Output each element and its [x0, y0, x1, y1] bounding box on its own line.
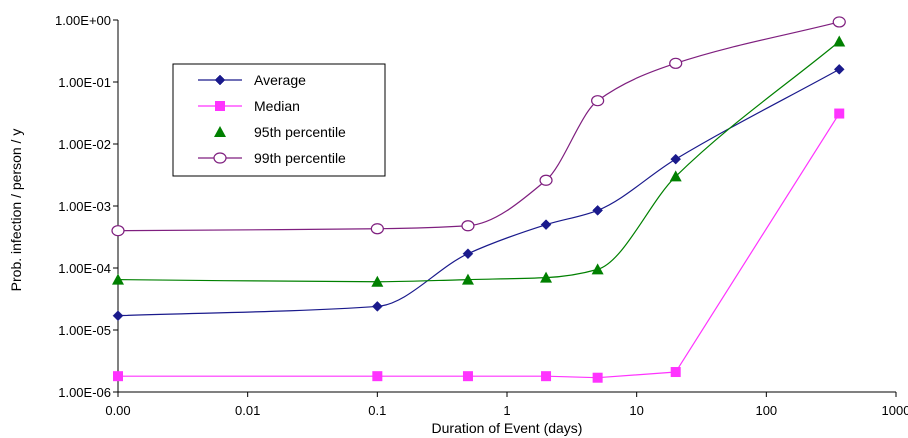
legend-item-average: Average — [198, 72, 306, 88]
data-point-median — [113, 371, 123, 382]
data-point-average — [462, 248, 474, 260]
data-point-99th-percentile — [591, 95, 605, 107]
data-point-average — [592, 205, 603, 216]
data-point-95th-percentile — [591, 263, 604, 275]
data-point-average — [371, 301, 383, 312]
legend-item-99th-percentile: 99th percentile — [198, 150, 346, 166]
data-point-99th-percentile — [832, 16, 846, 28]
x-tick-label: 0.1 — [368, 403, 386, 418]
series-median — [113, 108, 845, 383]
data-point-95th-percentile — [540, 271, 553, 283]
data-point-99th-percentile — [111, 225, 125, 237]
data-point-99th-percentile — [461, 220, 475, 232]
series-99th-percentile — [111, 16, 846, 237]
axes: 1.00E-06 1.00E-05 1.00E-04 1.00E-03 1.00E-02… — [55, 13, 908, 418]
data-point-average — [833, 63, 845, 75]
legend-label: 95th percentile — [254, 124, 346, 140]
y-tick-label: 1.00E-06 — [58, 385, 111, 400]
data-point-95th-percentile — [461, 273, 474, 285]
series-line-average — [117, 68, 840, 317]
legend-box — [172, 63, 386, 177]
y-tick-label: 1.00E-01 — [58, 75, 111, 90]
data-point-95th-percentile — [669, 170, 682, 182]
series-95th-percentile — [112, 35, 846, 287]
data-point-95th-percentile — [371, 275, 384, 287]
data-point-99th-percentile — [669, 57, 683, 69]
x-tick-label: 100 — [755, 403, 777, 418]
data-point-average — [540, 219, 552, 231]
data-point-99th-percentile — [539, 174, 553, 186]
y-tick-label: 1.00E-04 — [58, 261, 111, 276]
data-point-median — [372, 371, 383, 382]
x-tick-label: 10 — [629, 403, 643, 418]
x-tick-label: 1 — [503, 403, 510, 418]
data-point-95th-percentile — [112, 273, 124, 285]
legend-marker — [214, 74, 226, 86]
y-tick-label: 1.00E-03 — [58, 199, 111, 214]
y-tick-label: 1.00E-05 — [58, 323, 111, 338]
x-tick-label: 0.01 — [235, 403, 260, 418]
legend-marker — [213, 152, 227, 164]
data-point-median — [541, 371, 552, 382]
legend-label: Median — [254, 98, 300, 114]
legend-marker — [215, 101, 225, 111]
legend-marker — [214, 126, 226, 137]
legend-item-95th-percentile: 95th percentile — [214, 124, 346, 140]
data-point-median — [670, 367, 681, 378]
legend: Average Median 95th percentile 99th percent… — [172, 63, 386, 177]
data-point-95th-percentile — [833, 35, 846, 47]
x-axis-title: Duration of Event (days) — [432, 420, 583, 436]
series-average — [112, 63, 845, 322]
x-tick-label: 1000 — [882, 403, 908, 418]
legend-item-median: Median — [198, 98, 300, 114]
x-tick-label: 0.00 — [105, 403, 130, 418]
y-tick-label: 1.00E-02 — [58, 137, 111, 152]
legend-label: Average — [254, 72, 306, 88]
data-point-median — [592, 372, 603, 383]
y-axis-title: Prob. infection / person / y — [8, 129, 24, 292]
y-tick-label: 1.00E+00 — [55, 13, 111, 28]
data-point-average — [670, 153, 682, 165]
data-point-median — [462, 371, 473, 382]
series-layer — [111, 16, 846, 383]
legend-label: 99th percentile — [254, 150, 346, 166]
data-point-average — [112, 310, 124, 322]
data-point-99th-percentile — [370, 223, 384, 235]
data-point-median — [834, 108, 845, 119]
